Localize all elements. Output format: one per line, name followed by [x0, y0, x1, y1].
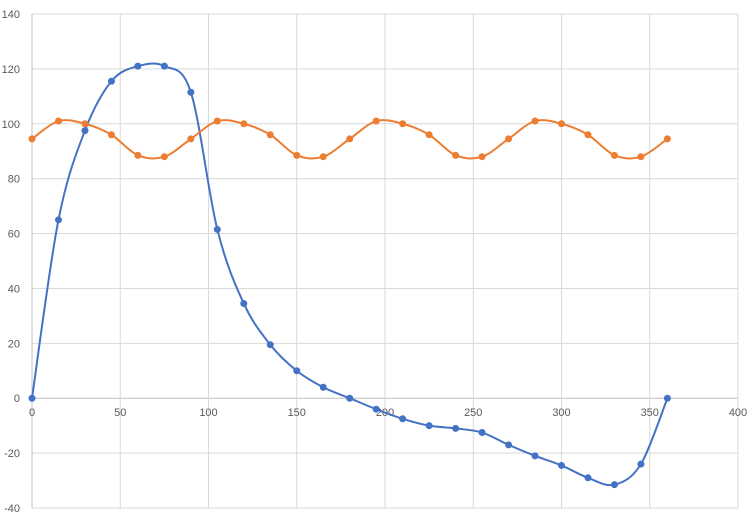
data-point-2 — [399, 120, 407, 128]
data-point-1 — [584, 474, 592, 482]
x-tick-label: 50 — [114, 407, 126, 419]
y-tick-label: -40 — [4, 503, 20, 515]
data-point-1 — [81, 127, 89, 135]
data-point-2 — [505, 135, 513, 143]
data-point-2 — [134, 151, 142, 159]
data-point-2 — [663, 135, 671, 143]
data-point-1 — [134, 62, 142, 70]
data-point-1 — [558, 461, 565, 469]
x-tick-label: 350 — [641, 407, 659, 419]
data-point-2 — [107, 131, 115, 139]
y-tick-label: 140 — [2, 9, 20, 21]
data-point-2 — [54, 117, 62, 125]
data-point-1 — [425, 422, 433, 430]
data-point-1 — [531, 452, 539, 460]
data-point-2 — [187, 135, 195, 143]
y-tick-label: 0 — [14, 393, 20, 405]
y-tick-label: 120 — [2, 64, 20, 76]
data-point-2 — [558, 120, 565, 128]
data-point-2 — [28, 135, 36, 143]
data-point-2 — [346, 135, 354, 143]
data-point-2 — [584, 131, 592, 139]
data-point-1 — [637, 460, 645, 468]
x-tick-label: 400 — [729, 407, 747, 419]
data-point-1 — [319, 383, 327, 391]
x-tick-label: 150 — [288, 407, 306, 419]
data-point-2 — [452, 151, 460, 159]
x-tick-label: 0 — [29, 407, 35, 419]
data-point-2 — [240, 120, 248, 128]
data-point-1 — [399, 415, 407, 423]
x-tick-label: 250 — [464, 407, 482, 419]
data-point-2 — [478, 153, 486, 161]
y-tick-label: 20 — [8, 338, 20, 350]
data-point-2 — [425, 131, 433, 139]
data-point-1 — [240, 300, 248, 308]
data-point-1 — [28, 394, 36, 402]
data-point-1 — [187, 88, 195, 96]
y-tick-label: 40 — [8, 283, 20, 295]
data-point-1 — [610, 481, 618, 489]
data-point-1 — [372, 405, 380, 413]
y-tick-label: 100 — [2, 119, 20, 131]
data-point-1 — [452, 424, 460, 432]
data-point-2 — [637, 153, 645, 161]
data-point-2 — [81, 120, 89, 128]
data-point-1 — [160, 62, 168, 70]
y-tick-label: 60 — [8, 229, 20, 241]
data-point-2 — [372, 117, 380, 125]
series-layer — [28, 62, 671, 489]
data-point-1 — [266, 341, 274, 349]
data-point-1 — [478, 429, 486, 437]
data-point-1 — [293, 367, 301, 375]
data-point-1 — [505, 441, 513, 449]
y-tick-label: 80 — [8, 174, 20, 186]
data-point-2 — [213, 117, 221, 125]
data-point-2 — [610, 151, 618, 159]
gridlines — [31, 13, 739, 509]
y-tick-label: -20 — [4, 448, 20, 460]
data-point-2 — [319, 153, 327, 161]
data-point-1 — [213, 225, 221, 233]
data-point-1 — [107, 77, 115, 85]
data-point-2 — [293, 151, 301, 159]
data-point-1 — [54, 216, 62, 224]
data-point-2 — [160, 153, 168, 161]
data-point-1 — [663, 394, 671, 402]
x-tick-label: 100 — [199, 407, 217, 419]
data-point-1 — [346, 394, 354, 402]
data-point-2 — [531, 117, 539, 125]
x-tick-label: 300 — [552, 407, 570, 419]
data-point-2 — [266, 131, 274, 139]
